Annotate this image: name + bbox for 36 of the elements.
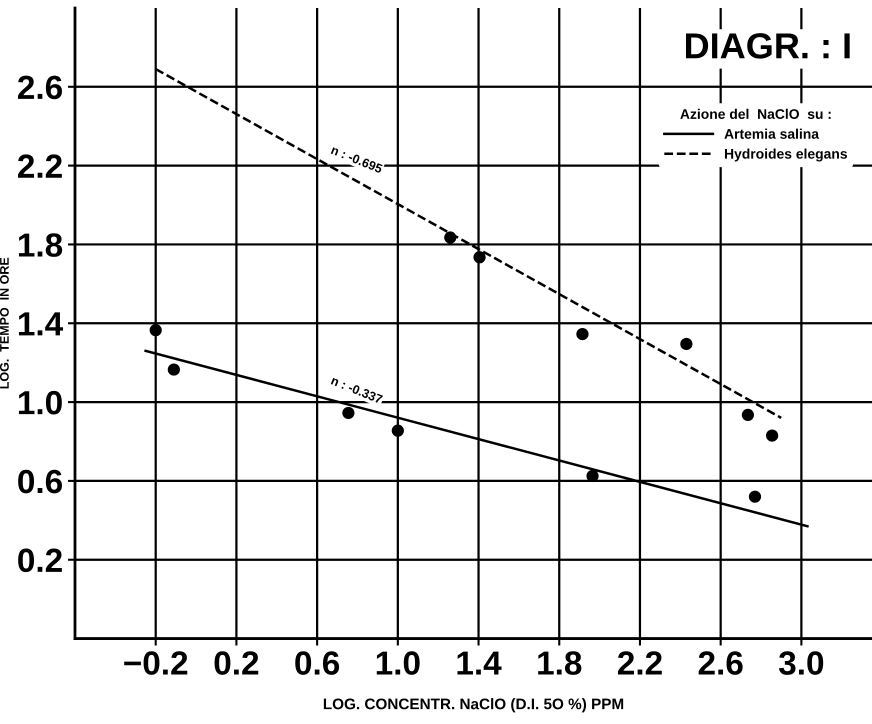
point <box>168 363 180 376</box>
x-tick-label: 1.4 <box>457 652 502 675</box>
x-tick-label: 2.2 <box>618 651 662 675</box>
point <box>150 324 162 336</box>
x-tick-label: 0.6 <box>295 651 340 675</box>
point <box>473 251 486 264</box>
x-tick-label: 1.0 <box>376 651 420 675</box>
y-axis-title: LOG. TEMPO IN ORE <box>0 258 9 388</box>
x-tick-label: 2.6 <box>698 651 743 675</box>
x-tick-label: 1.8 <box>538 651 582 675</box>
y-tick-label: 0.6 <box>18 470 62 494</box>
legend-label: Hydroides elegans <box>724 148 847 162</box>
point <box>392 424 404 437</box>
x-tick-label: 0.2 <box>214 651 258 675</box>
point <box>586 470 599 482</box>
point <box>766 429 778 442</box>
point <box>748 490 762 503</box>
text: DIAGR. : I <box>686 33 850 59</box>
y-tick-label: 1.0 <box>18 390 62 414</box>
point <box>444 231 456 244</box>
x-axis-title: LOG. CONCENTR. NaClO (D.I. 5O %) PPM <box>324 698 624 712</box>
point <box>576 328 589 340</box>
annotation: n : -0.695 <box>330 145 384 174</box>
y-tick-label: 0.2 <box>18 548 62 572</box>
y-tick-label: 2.6 <box>18 76 62 100</box>
y-tick-label: 2.2 <box>18 154 62 178</box>
x-tick-label: −0.2 <box>124 651 188 675</box>
y-tick-label: 1.4 <box>18 312 64 336</box>
point <box>742 408 754 422</box>
legend-title: Azione del NaClO su : <box>680 108 831 119</box>
x-tick-label: 3.0 <box>778 651 824 675</box>
point <box>342 406 355 420</box>
annotation: n : -0.337 <box>330 376 383 404</box>
point <box>680 338 692 350</box>
legend-label: Artemia salina <box>724 128 820 139</box>
y-tick-label: 1.8 <box>18 233 62 257</box>
